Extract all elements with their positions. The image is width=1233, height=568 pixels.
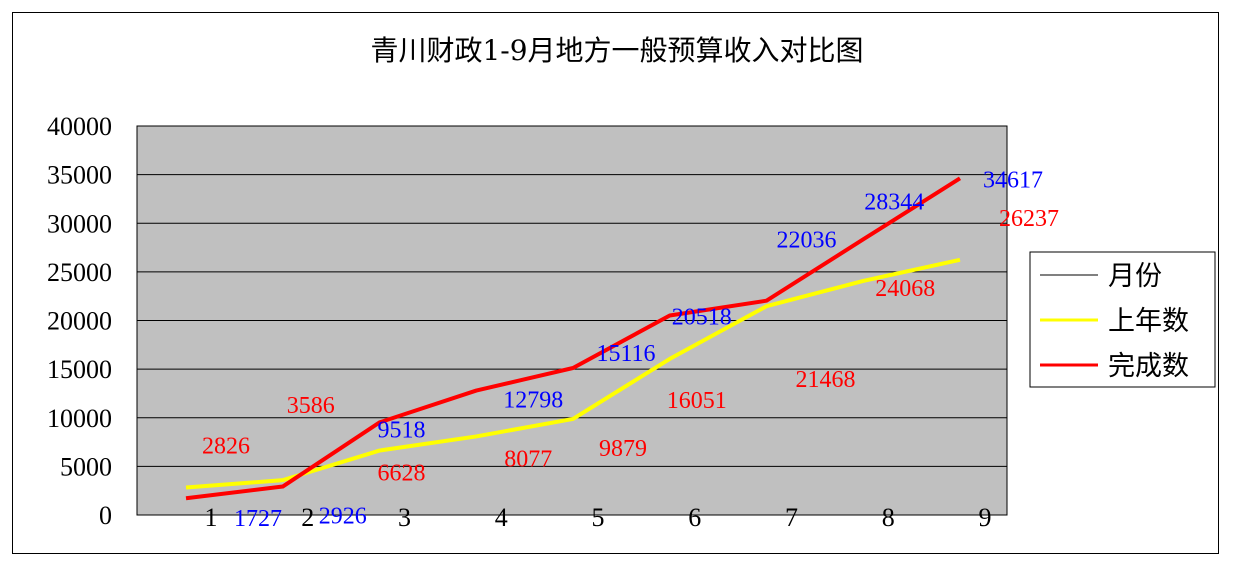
data-label-completed: 2926 — [319, 504, 367, 530]
legend-label-last-year: 上年数 — [1108, 306, 1189, 337]
series-line-completed — [185, 176, 962, 501]
data-label-last-year: 6628 — [378, 461, 426, 487]
y-tick-label: 20000 — [47, 307, 112, 336]
data-label-last-year: 24068 — [875, 276, 935, 302]
data-label-completed: 1727 — [234, 506, 282, 532]
y-tick-label: 40000 — [47, 112, 112, 141]
x-tick-label: 2 — [301, 503, 314, 532]
y-tick-label: 0 — [99, 501, 112, 530]
data-label-last-year: 21468 — [796, 367, 856, 393]
chart-title: 青川财政1-9月地方一般预算收入对比图 — [370, 34, 863, 67]
data-label-completed: 20518 — [672, 304, 732, 330]
legend-label-month: 月份 — [1108, 261, 1162, 292]
data-label-last-year: 8077 — [504, 446, 552, 472]
y-tick-label: 10000 — [47, 404, 112, 433]
data-label-last-year: 9879 — [599, 436, 647, 462]
x-tick-label: 7 — [785, 503, 798, 532]
y-tick-label: 5000 — [60, 452, 112, 481]
data-label-completed: 15116 — [596, 341, 655, 367]
y-tick-label: 30000 — [47, 209, 112, 238]
data-label-completed: 22036 — [777, 228, 837, 254]
data-label-last-year: 3586 — [287, 393, 335, 419]
legend-label-completed: 完成数 — [1108, 351, 1189, 382]
x-tick-label: 6 — [688, 503, 701, 532]
data-label-completed: 12798 — [503, 388, 563, 414]
data-label-completed: 34617 — [983, 167, 1043, 193]
data-label-last-year: 26237 — [999, 206, 1059, 232]
data-label-completed: 28344 — [864, 189, 924, 215]
x-tick-label: 9 — [979, 503, 992, 532]
data-label-completed: 9518 — [378, 417, 426, 443]
x-tick-label: 1 — [205, 503, 218, 532]
legend: 月份 上年数 完成数 — [1029, 251, 1216, 388]
y-tick-label: 15000 — [47, 355, 112, 384]
x-tick-label: 5 — [592, 503, 605, 532]
y-tick-label: 35000 — [47, 161, 112, 190]
x-tick-label: 4 — [495, 503, 508, 532]
x-tick-label: 3 — [398, 503, 411, 532]
series-line-last-year — [185, 257, 961, 490]
x-tick-label: 8 — [882, 503, 895, 532]
y-tick-label: 25000 — [47, 258, 112, 287]
data-label-last-year: 16051 — [667, 388, 727, 414]
data-label-last-year: 2826 — [202, 434, 250, 460]
